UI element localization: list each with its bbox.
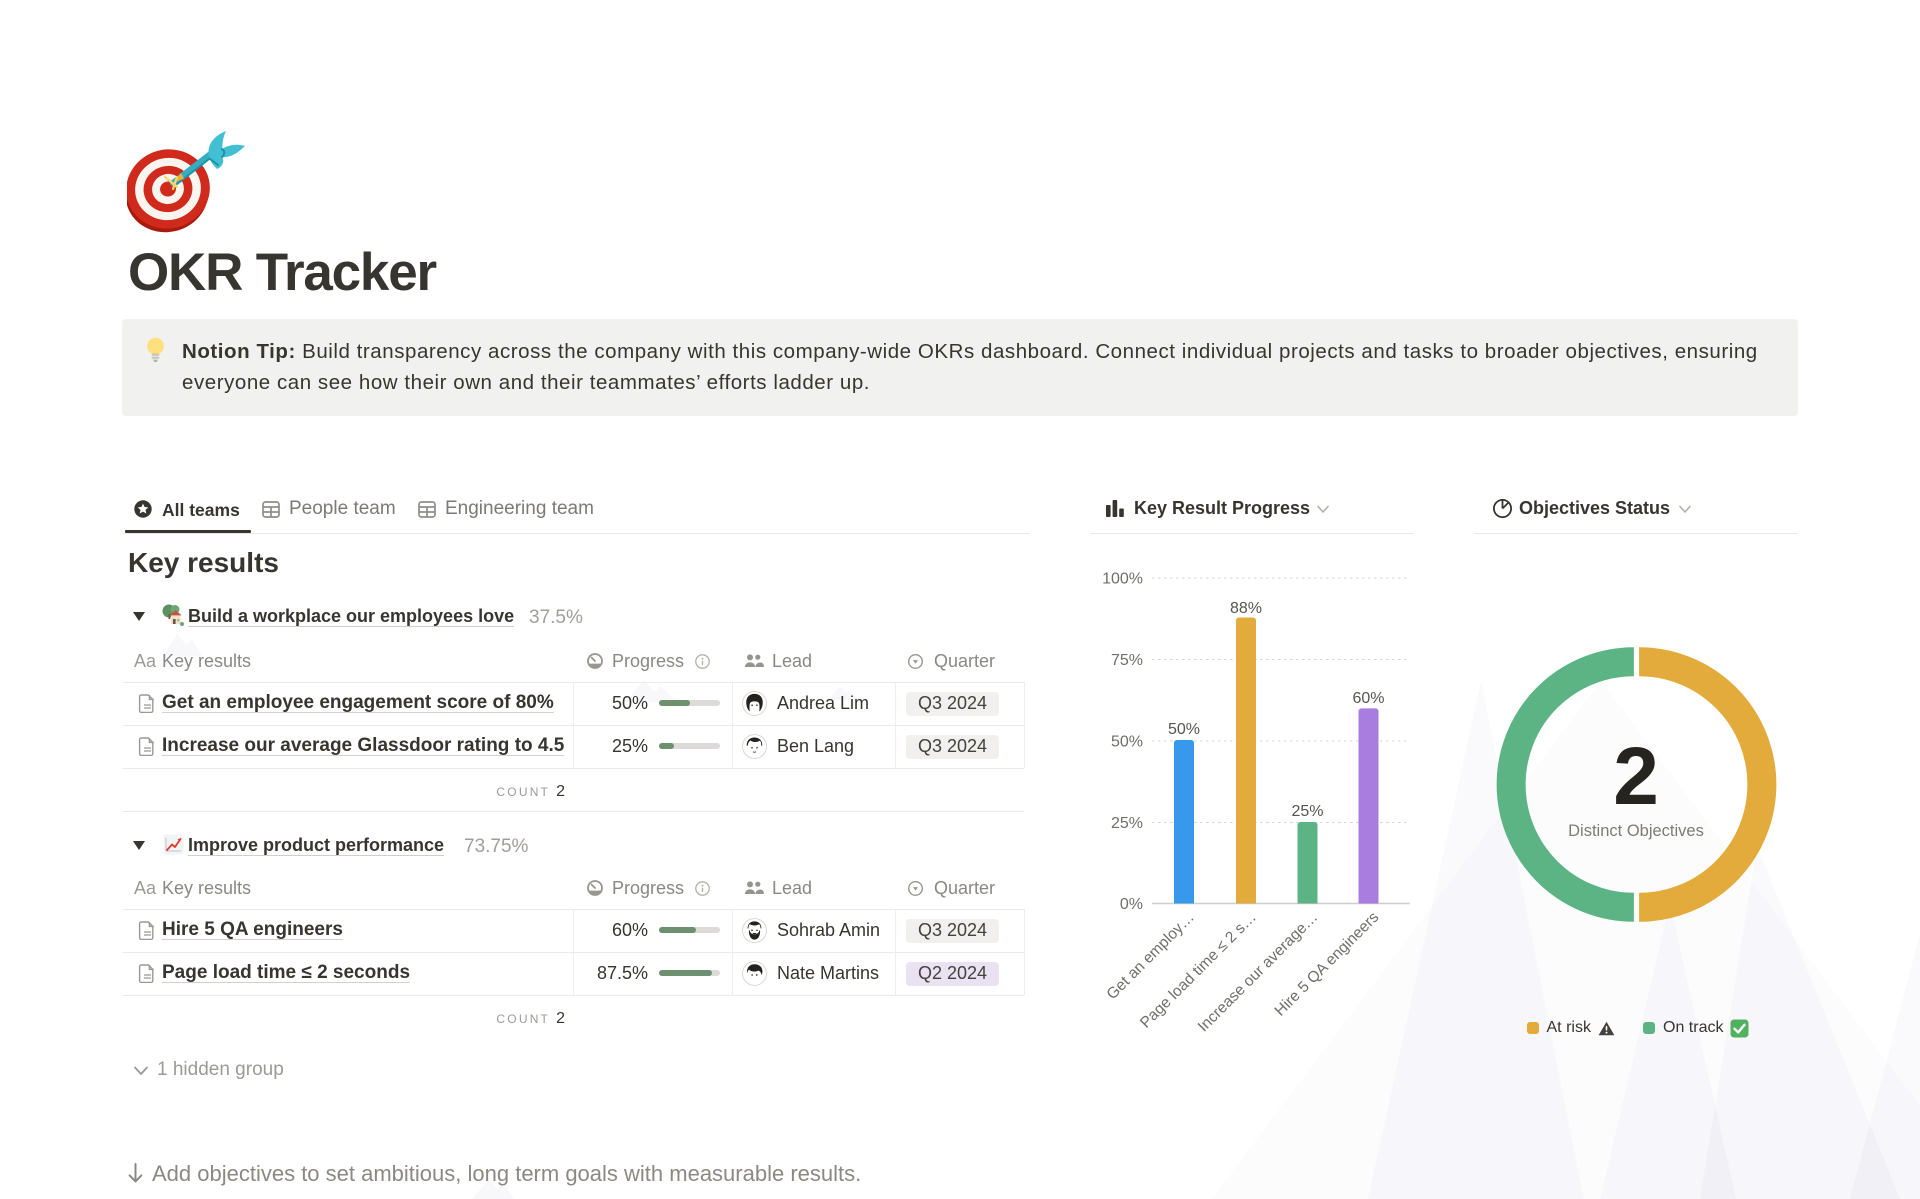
svg-text:50%: 50%	[1168, 721, 1200, 738]
svg-text:75%: 75%	[1111, 652, 1143, 669]
svg-text:0%: 0%	[1120, 896, 1143, 913]
svg-text:50%: 50%	[1111, 734, 1143, 751]
svg-text:100%: 100%	[1102, 571, 1143, 588]
svg-text:Hire 5 QA engineers: Hire 5 QA engineers	[1272, 909, 1383, 1020]
svg-text:Page load time ≤ 2 s…: Page load time ≤ 2 s…	[1137, 909, 1260, 1032]
svg-text:60%: 60%	[1352, 690, 1384, 707]
svg-text:Increase our average…: Increase our average…	[1195, 909, 1322, 1036]
svg-text:88%: 88%	[1230, 600, 1262, 617]
svg-text:25%: 25%	[1111, 815, 1143, 832]
svg-text:25%: 25%	[1291, 803, 1323, 820]
